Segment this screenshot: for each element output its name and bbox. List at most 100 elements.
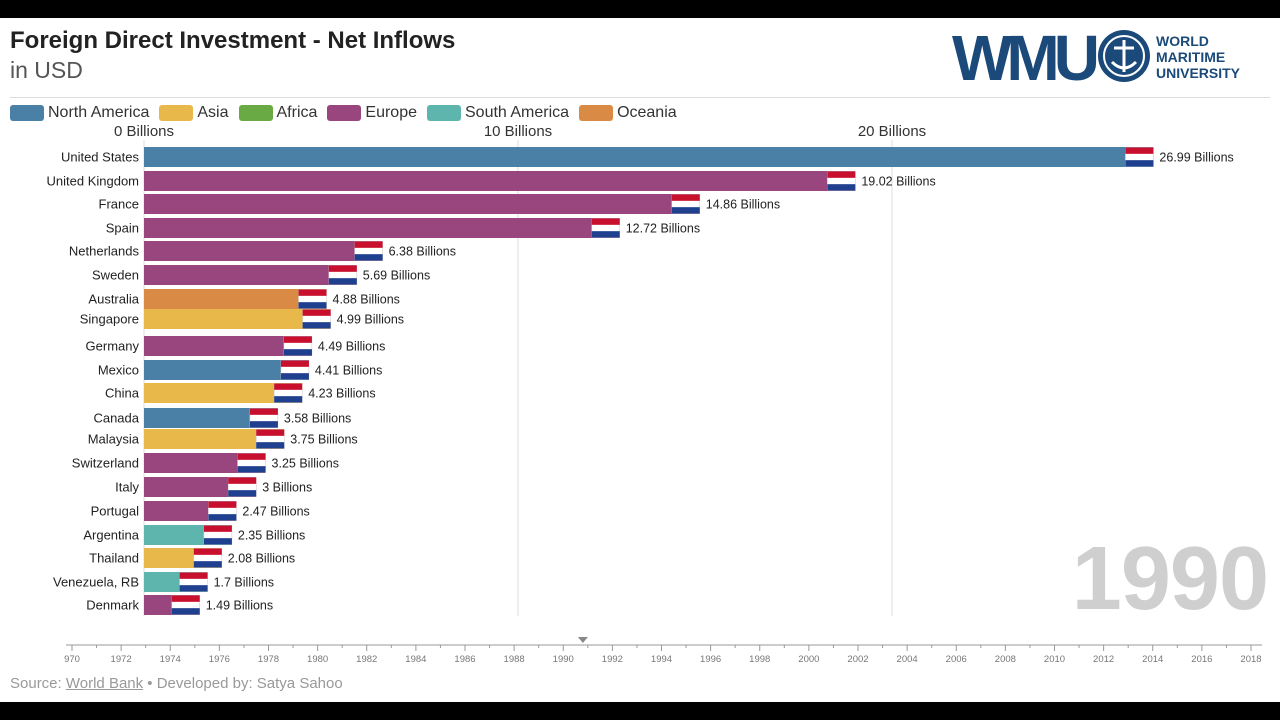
value-label: 3 Billions [262,481,312,495]
timeline-handle-icon[interactable] [577,637,588,643]
bar [144,171,856,191]
value-label: 19.02 Billions [861,175,935,189]
bar [144,453,266,473]
country-flag-icon [328,265,358,285]
country-flag-icon [827,171,856,191]
timeline-year-label: 2000 [798,654,819,665]
country-flag-icon [193,548,223,568]
bar-row: Australia 4.88 Billions [88,289,400,309]
footer-prefix: Source: [10,675,66,692]
legend-item: North America [10,104,149,122]
flag-stripe [228,477,257,484]
timeline-year-label: 1978 [258,654,279,665]
legend-swatch [579,105,614,121]
flag-stripe [328,278,357,285]
timeline-year-label: 1984 [405,654,426,665]
legend-swatch [10,105,44,121]
value-label: 4.23 Billions [308,387,375,401]
bar-row: France 14.86 Billions [99,194,780,214]
value-label: 4.99 Billions [337,313,404,327]
legend-label: Africa [276,104,318,121]
bar-row: China 4.23 Billions [105,383,376,403]
country-flag-icon [283,336,313,356]
timeline-year-label: 2012 [1093,654,1114,665]
category-label: Denmark [86,598,139,613]
value-label: 2.47 Billions [242,505,309,519]
flag-stripe [280,373,309,380]
bar-row: Mexico 4.41 Billions [98,360,382,380]
country-flag-icon [1125,147,1154,167]
chart-stage: Foreign Direct Investment - Net Inflows … [0,18,1280,702]
value-label: 2.08 Billions [228,552,295,566]
wmu-logo: WMU WORLD MARITIME UNIVERSITY [952,28,1241,84]
legend-item: South America [427,104,569,122]
legend-label: Asia [197,104,229,121]
value-label: 1.49 Billions [206,599,273,613]
flag-stripe [203,538,232,545]
header-divider [10,97,1270,98]
category-label: United States [61,150,140,165]
flag-stripe [256,429,285,436]
timeline-year-label: 2008 [995,654,1016,665]
value-label: 4.49 Billions [318,340,385,354]
flag-stripe [280,360,309,367]
flag-stripe [171,595,200,602]
category-label: Spain [106,221,139,236]
flag-stripe [249,421,278,428]
country-flag-icon [203,525,233,545]
country-flag-icon [302,309,331,329]
flag-stripe [354,254,383,261]
legend-swatch [327,105,362,121]
value-label: 3.75 Billions [290,433,357,447]
country-flag-icon [280,360,310,380]
logo-line-3: UNIVERSITY [1156,65,1241,81]
timeline-year-label: 2016 [1191,654,1212,665]
country-flag-icon [208,501,237,521]
legend-item: Asia [159,104,229,122]
legend-label: Europe [365,104,417,121]
flag-stripe [298,289,327,296]
legend-label: Oceania [617,104,677,121]
bar [144,218,620,238]
timeline-year-label: 2018 [1240,654,1261,665]
bar-row: Thailand 2.08 Billions [89,548,295,568]
bar-row: United Kingdom 19.02 Billions [47,171,936,191]
country-flag-icon [237,453,266,473]
source-link[interactable]: World Bank [65,675,144,692]
timeline-year-label: 2004 [897,654,918,665]
bar-row: Netherlands 6.38 Billions [69,241,456,261]
category-label: Mexico [98,363,139,378]
timeline-year-label: 2010 [1044,654,1065,665]
bar [144,241,383,261]
legend: North America Asia Africa Europe South Ameri… [10,103,687,123]
flag-stripe [237,453,266,460]
category-label: Venezuela, RB [53,575,139,590]
flag-stripe [208,501,237,508]
category-label: France [99,197,139,212]
year-label: 1990 [1071,529,1269,629]
x-tick-label: 20 Billions [858,123,926,140]
category-label: Australia [88,292,139,307]
legend-item: Oceania [579,104,677,122]
flag-stripe [302,309,331,316]
legend-label: North America [48,104,150,121]
flag-stripe [256,442,285,449]
bar-row: Portugal 2.47 Billions [91,501,310,521]
value-label: 5.69 Billions [363,269,430,283]
bar [144,408,278,428]
category-label: Thailand [89,551,139,566]
flag-stripe [228,490,257,497]
bar [144,360,309,380]
category-label: Netherlands [69,244,140,259]
bar-row: United States 26.99 Billions [61,147,1234,167]
category-label: Portugal [91,504,140,519]
flag-stripe [193,548,222,555]
bar-row: Venezuela, RB 1.7 Billions [53,572,274,592]
value-label: 26.99 Billions [1159,151,1233,165]
timeline-year-label: 1982 [356,654,377,665]
bar-row: Italy 3 Billions [115,477,312,497]
flag-stripe [1125,147,1154,154]
category-label: Argentina [83,528,139,543]
logo-line-1: WORLD [1156,33,1209,49]
bar-row: Spain 12.72 Billions [106,218,700,238]
